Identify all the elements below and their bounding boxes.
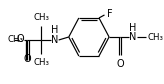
Text: CH₃: CH₃ — [7, 36, 23, 45]
Text: O: O — [24, 54, 31, 64]
Text: CH₃: CH₃ — [33, 58, 49, 67]
Text: CH₃: CH₃ — [33, 13, 49, 22]
Text: F: F — [107, 9, 113, 19]
Text: O: O — [16, 34, 24, 44]
Text: N: N — [129, 32, 137, 42]
Text: H: H — [129, 23, 137, 33]
Text: N: N — [51, 35, 59, 45]
Text: H: H — [51, 25, 59, 35]
Text: O: O — [116, 59, 124, 69]
Text: CH₃: CH₃ — [148, 33, 164, 41]
